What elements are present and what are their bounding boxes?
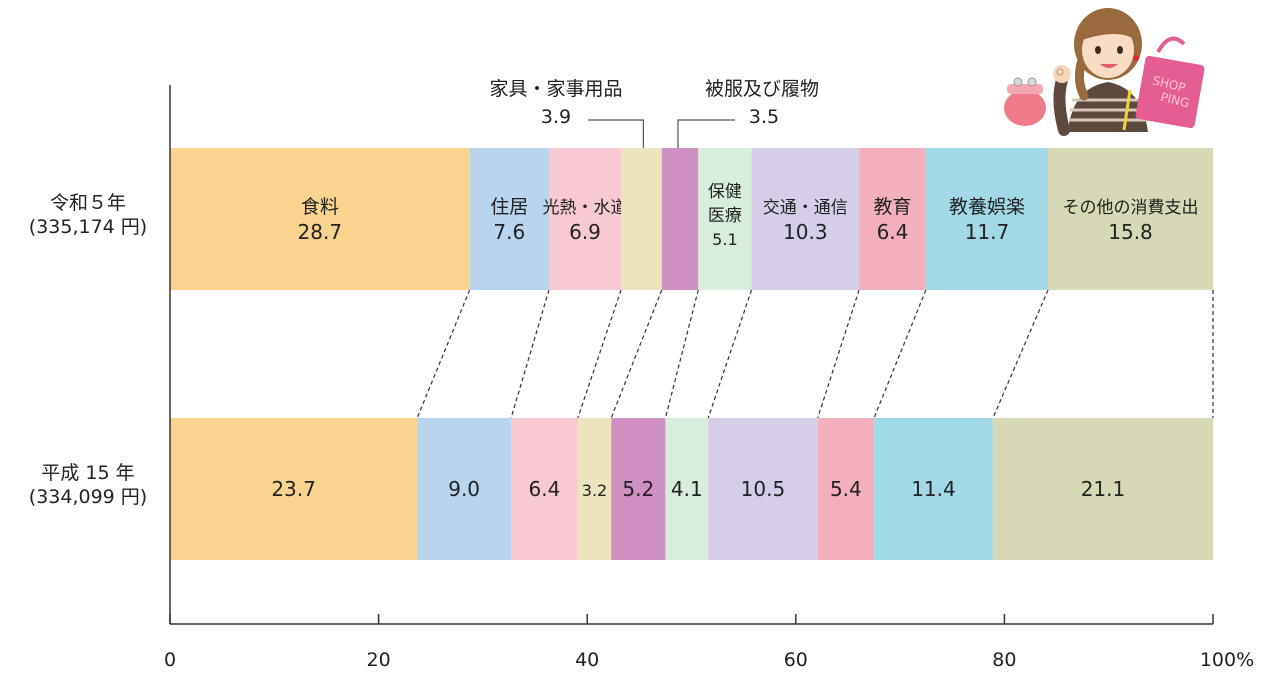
callout-label: 家具・家事用品 [489, 78, 622, 100]
bar-segment [511, 418, 578, 560]
data-label: 3.2 [582, 481, 607, 500]
bar-category-label: 光熱・水道 [543, 198, 628, 218]
bar-segment [469, 148, 549, 290]
bar-category-label: 教養娯楽 [949, 196, 1025, 218]
x-tick-label: 0 [164, 649, 176, 671]
row-label: 平成 15 年 [41, 462, 134, 484]
connector-line [664, 289, 699, 419]
data-label: 10.3 [783, 220, 828, 244]
bar-segment [577, 418, 612, 560]
callout-value: 3.9 [541, 106, 571, 128]
callouts: 家具・家事用品 3.9 被服及び履物 3.5 [489, 78, 819, 148]
bar-segment [992, 418, 1213, 560]
bar-segment [548, 148, 622, 290]
bar-segment [621, 148, 662, 290]
bar-segment [170, 148, 470, 290]
bar-category-label: 医療 [708, 206, 742, 226]
bar-segment [665, 418, 709, 560]
x-tick-label: 60 [784, 649, 808, 671]
x-tick-label: 20 [367, 649, 391, 671]
bar-segment [817, 418, 875, 560]
bar-category-label: 住居 [490, 196, 528, 218]
x-tick-label: 100% [1200, 649, 1254, 671]
shopper-illustration: SHOP PING [1004, 8, 1205, 136]
callout-leader [588, 119, 644, 148]
data-label: 15.8 [1108, 220, 1153, 244]
data-label: 23.7 [271, 477, 316, 501]
x-tick-label: 80 [992, 649, 1016, 671]
data-label: 21.1 [1081, 477, 1126, 501]
data-label: 9.0 [448, 477, 480, 501]
bar-segment [874, 418, 993, 560]
bar-segment [698, 148, 752, 290]
connector-line [817, 289, 860, 419]
row-labels: 令和５年(335,174 円) 平成 15 年(334,099 円) [29, 192, 147, 508]
x-tick-label: 40 [575, 649, 599, 671]
row-sublabel: (334,099 円) [29, 486, 147, 508]
row-sublabel: (335,174 円) [29, 216, 147, 238]
coin-purse-icon [1004, 77, 1046, 126]
data-label: 5.1 [712, 230, 737, 249]
connector-line [707, 289, 753, 419]
bar-segment [1048, 148, 1213, 290]
data-label: 7.6 [493, 220, 525, 244]
shopping-bag-icon: SHOP PING [1135, 36, 1205, 129]
connector-line [610, 289, 663, 419]
data-label: 5.2 [622, 477, 654, 501]
bar-category-label: 保健 [708, 182, 742, 202]
bar-category-label: 食料 [301, 196, 339, 218]
connector-line [992, 289, 1049, 419]
data-label: 10.5 [741, 477, 786, 501]
callout-value: 3.5 [749, 106, 779, 128]
bag-text-ping: PING [1159, 90, 1191, 111]
data-label: 5.4 [830, 477, 862, 501]
connector-line [510, 289, 550, 419]
connector-line [577, 289, 622, 419]
bar-segment [661, 148, 699, 290]
data-label: 28.7 [298, 220, 343, 244]
row-label: 令和５年 [50, 192, 126, 214]
segment-connectors [416, 289, 1214, 419]
connector-line [873, 289, 927, 419]
data-label: 11.7 [965, 220, 1010, 244]
data-label: 11.4 [911, 477, 956, 501]
bar-segment [859, 148, 926, 290]
data-label: 6.4 [529, 477, 561, 501]
data-label: 6.4 [877, 220, 909, 244]
bar-segment [708, 418, 818, 560]
bar-segment [751, 148, 860, 290]
bar-segment [417, 418, 512, 560]
data-label: 4.1 [671, 477, 703, 501]
bar-segment [611, 418, 666, 560]
data-label: 6.9 [569, 220, 601, 244]
axes: 0 20 40 60 80 100% [164, 85, 1254, 671]
bar-category-label: 教育 [873, 196, 911, 218]
bar-segment [170, 418, 418, 560]
bar-category-label: その他の消費支出 [1063, 198, 1199, 218]
connector-line [416, 289, 471, 419]
callout-label: 被服及び履物 [705, 78, 819, 100]
bar-category-label: 交通・通信 [763, 198, 848, 218]
bar-segment [925, 148, 1049, 290]
callout-leader [677, 119, 735, 148]
